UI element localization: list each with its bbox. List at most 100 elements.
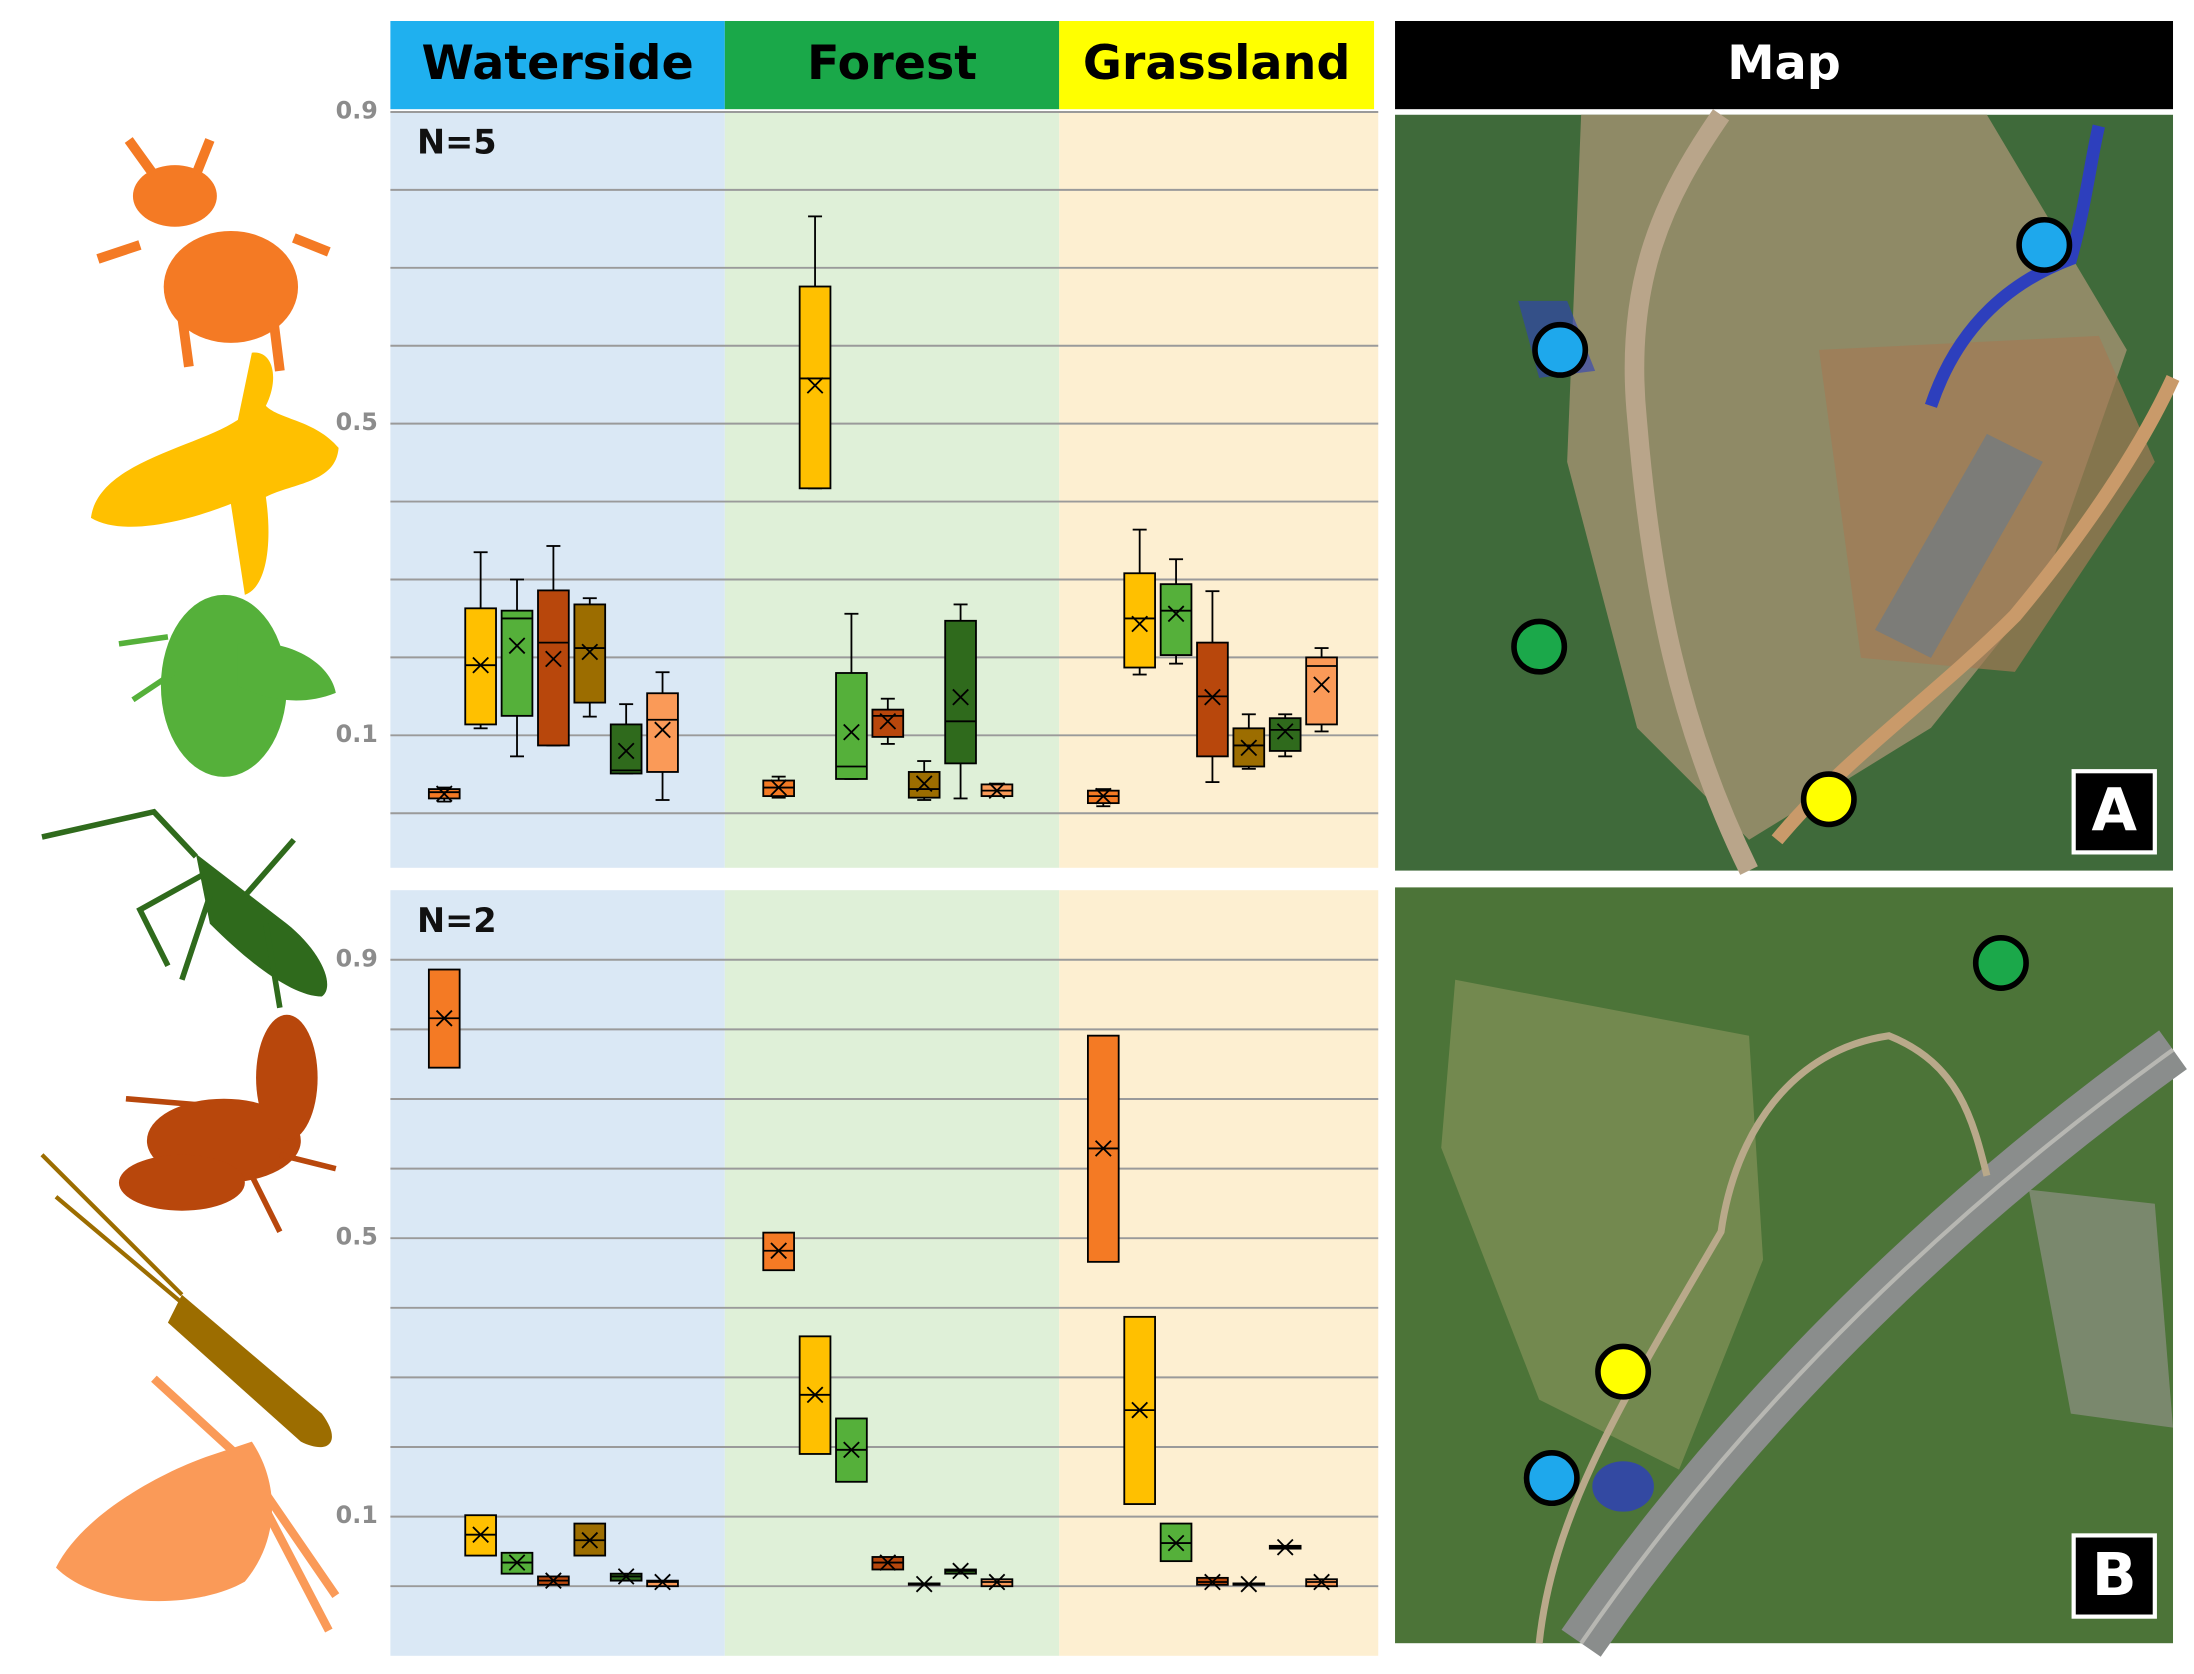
box bbox=[646, 1573, 679, 1591]
box bbox=[1123, 528, 1156, 676]
mean-marker bbox=[1167, 605, 1185, 623]
box bbox=[798, 1335, 832, 1455]
mean-marker bbox=[952, 1562, 969, 1580]
mean-marker bbox=[1204, 1573, 1221, 1591]
mean-marker bbox=[1313, 676, 1330, 694]
box bbox=[500, 1551, 534, 1575]
habitat-background bbox=[724, 111, 1060, 868]
header-forest bbox=[724, 20, 1060, 110]
y-tick-label: 0.1 bbox=[336, 720, 378, 748]
box bbox=[1232, 1575, 1266, 1593]
mean-marker bbox=[1313, 1573, 1330, 1591]
box-body bbox=[1159, 583, 1193, 656]
box bbox=[573, 1522, 607, 1557]
mean-marker bbox=[617, 1568, 635, 1585]
mean-marker bbox=[1131, 615, 1149, 633]
box bbox=[871, 1554, 905, 1571]
box bbox=[1086, 1034, 1120, 1263]
box bbox=[1305, 647, 1338, 733]
box bbox=[609, 1568, 643, 1585]
bug bbox=[41, 808, 328, 1009]
mean-marker bbox=[1276, 1538, 1294, 1556]
box bbox=[907, 760, 941, 801]
map-a: A bbox=[1395, 109, 2180, 875]
box bbox=[427, 968, 461, 1069]
box-body bbox=[944, 619, 977, 765]
mean-marker bbox=[988, 782, 1006, 799]
mean-marker bbox=[806, 377, 824, 394]
header-grassland bbox=[1059, 20, 1375, 110]
habitat-background bbox=[1059, 890, 1379, 1656]
box bbox=[835, 1417, 868, 1483]
habitat-background bbox=[724, 890, 1060, 1656]
panel-title: N=2 bbox=[417, 901, 497, 940]
beetle bbox=[96, 137, 331, 372]
box-body bbox=[835, 672, 868, 780]
mean-marker bbox=[472, 1526, 489, 1544]
mean-marker bbox=[508, 1554, 526, 1571]
box bbox=[1305, 1573, 1338, 1591]
category-header: Waterside bbox=[421, 36, 693, 91]
mean-marker bbox=[472, 656, 489, 674]
box bbox=[500, 578, 534, 758]
mean-marker bbox=[770, 1242, 788, 1260]
y-tick-label: 0.5 bbox=[336, 1223, 378, 1251]
box-body bbox=[500, 609, 534, 717]
box bbox=[944, 1562, 977, 1580]
y-tick-label: 0.9 bbox=[336, 944, 378, 972]
box bbox=[1159, 1522, 1193, 1563]
panel: 0.1 0.5 0.9 N=2 bbox=[336, 890, 1379, 1656]
box bbox=[1268, 713, 1302, 758]
panel-title: N=5 bbox=[417, 123, 497, 162]
box bbox=[537, 545, 570, 747]
box bbox=[609, 703, 643, 775]
moth bbox=[55, 1375, 340, 1633]
box-body bbox=[646, 1579, 679, 1588]
y-tick-label: 0.9 bbox=[336, 96, 378, 124]
mean-marker bbox=[770, 779, 788, 796]
box-body bbox=[798, 285, 832, 490]
y-tick-label: 0.5 bbox=[336, 408, 378, 436]
box bbox=[1159, 558, 1193, 665]
mean-marker bbox=[879, 712, 897, 730]
caddisfly bbox=[40, 1153, 332, 1448]
box-body bbox=[1196, 641, 1229, 758]
box bbox=[1268, 1538, 1302, 1556]
box bbox=[907, 1575, 941, 1593]
box-body bbox=[1305, 656, 1338, 726]
box bbox=[944, 603, 977, 800]
mean-marker bbox=[1204, 688, 1221, 706]
charts: Waterside Forest Grassland0.10.50.9N=50.10… bbox=[336, 36, 1379, 1656]
mean-marker bbox=[654, 721, 671, 739]
box-body bbox=[646, 692, 679, 773]
mean-marker bbox=[843, 723, 860, 741]
box bbox=[1196, 590, 1229, 783]
category-header: Grassland bbox=[1083, 36, 1351, 91]
map-label: B bbox=[2092, 1540, 2137, 1609]
mean-marker bbox=[806, 1386, 824, 1404]
category-header: Forest bbox=[807, 36, 977, 91]
butterfly bbox=[90, 352, 339, 595]
mean-marker bbox=[435, 785, 453, 803]
box bbox=[980, 782, 1014, 799]
mean-marker bbox=[1240, 1575, 1258, 1593]
mean-marker bbox=[843, 1441, 860, 1459]
mean-marker bbox=[1131, 1401, 1149, 1419]
box bbox=[762, 1231, 795, 1272]
box bbox=[1123, 1315, 1156, 1505]
box-body bbox=[871, 708, 905, 738]
mean-marker bbox=[1094, 787, 1112, 805]
mean-marker bbox=[435, 1009, 453, 1027]
box bbox=[537, 1572, 570, 1589]
map-label: A bbox=[2092, 776, 2138, 845]
mean-marker bbox=[988, 1573, 1006, 1591]
mean-marker bbox=[617, 742, 635, 760]
panel: 0.1 0.5 0.9 N=5 bbox=[336, 96, 1379, 868]
box bbox=[798, 215, 832, 490]
box bbox=[980, 1573, 1014, 1591]
mean-marker bbox=[1167, 1534, 1185, 1552]
mean-marker bbox=[915, 1575, 933, 1593]
mean-marker bbox=[545, 650, 562, 668]
box bbox=[427, 785, 461, 803]
